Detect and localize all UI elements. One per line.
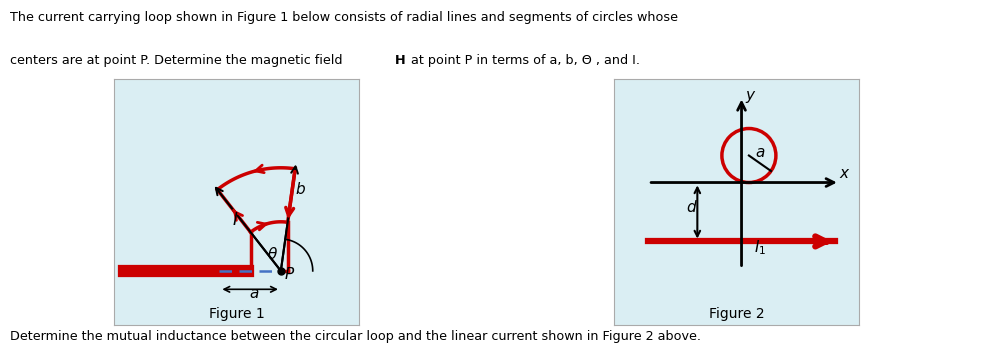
Text: centers are at point P. Determine the magnetic field: centers are at point P. Determine the ma…: [10, 54, 346, 67]
Text: Determine the mutual inductance between the circular loop and the linear current: Determine the mutual inductance between …: [10, 330, 701, 343]
Text: at point P in terms of a, b, Θ , and I.: at point P in terms of a, b, Θ , and I.: [407, 54, 640, 67]
Text: a: a: [249, 286, 258, 301]
Text: a: a: [755, 145, 764, 160]
Text: b: b: [295, 182, 305, 197]
Text: Figure 1: Figure 1: [208, 306, 265, 321]
Text: I: I: [233, 211, 238, 229]
Text: $\theta$: $\theta$: [267, 245, 278, 262]
Text: The current carrying loop shown in Figure 1 below consists of radial lines and s: The current carrying loop shown in Figur…: [10, 11, 678, 24]
Text: H: H: [395, 54, 405, 67]
Text: $I_1$: $I_1$: [754, 239, 766, 257]
Text: P: P: [285, 268, 294, 283]
Text: x: x: [840, 166, 849, 180]
Text: d: d: [687, 200, 696, 215]
Text: Figure 2: Figure 2: [709, 306, 764, 321]
Text: y: y: [745, 88, 754, 103]
